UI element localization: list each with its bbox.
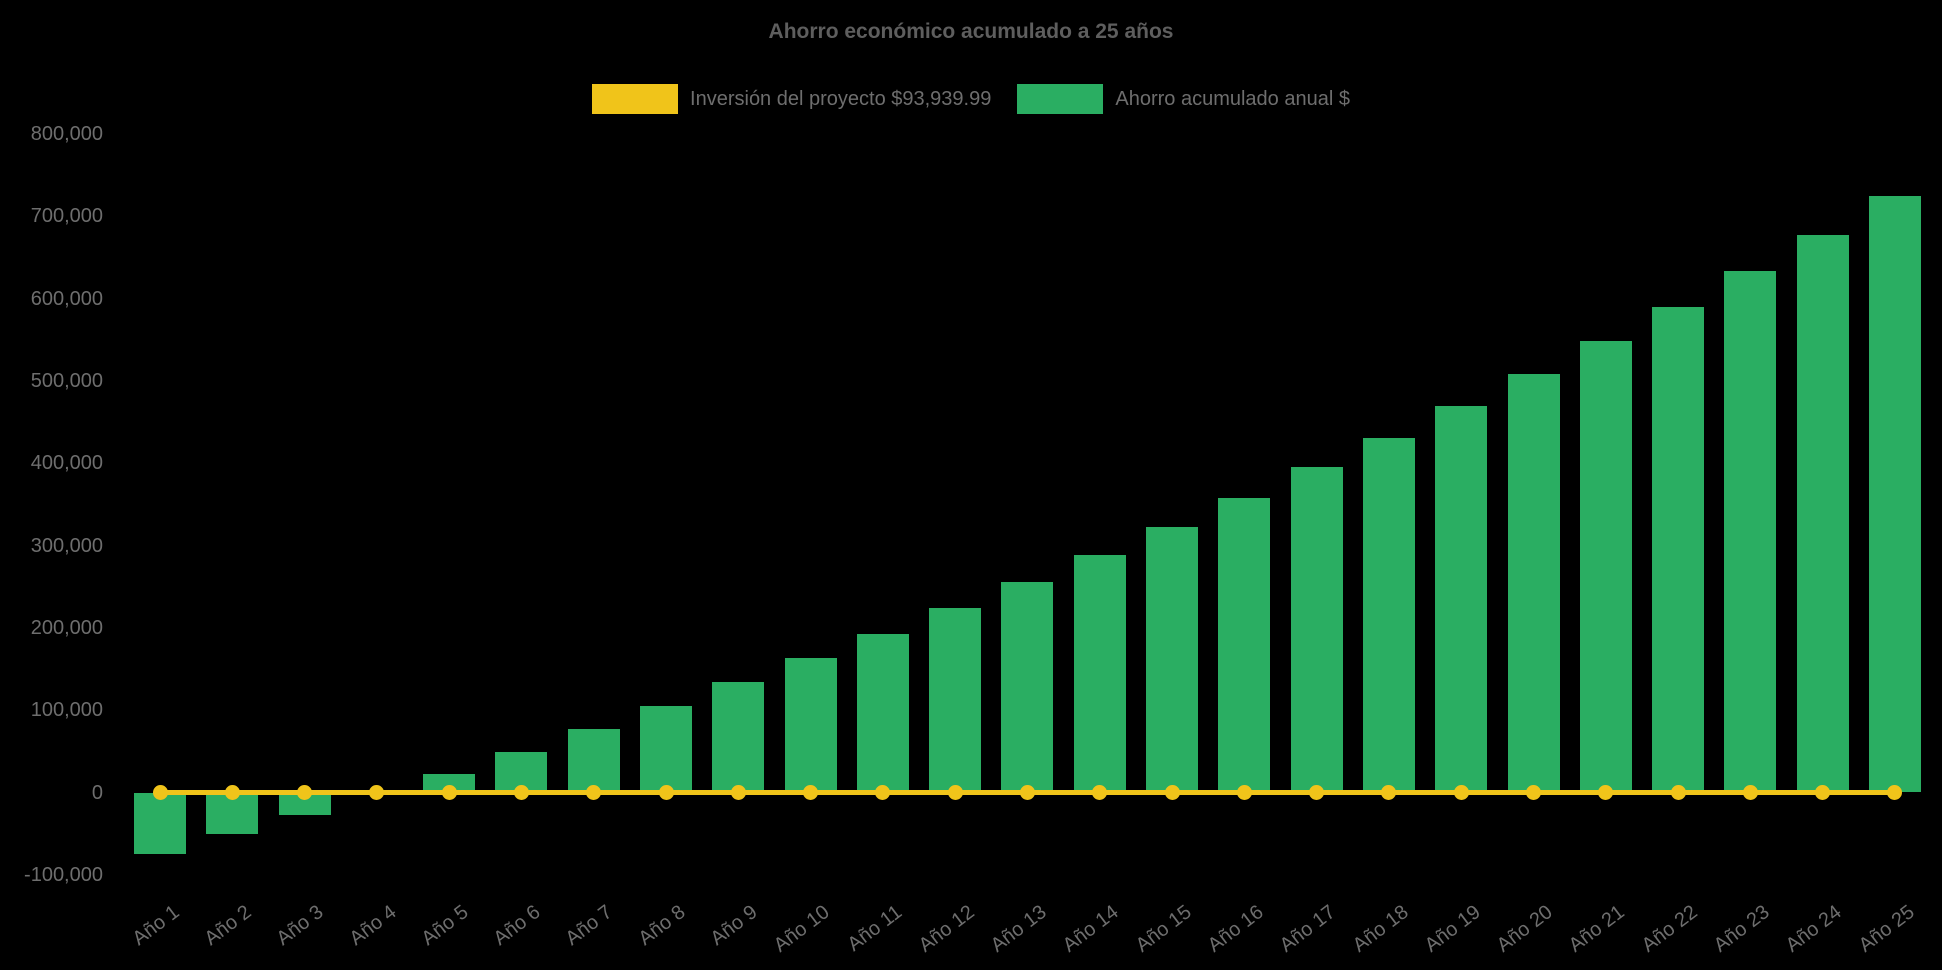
x-axis-tick-label: Año 6 <box>489 901 545 951</box>
investment-line-dot <box>1742 785 1758 800</box>
x-axis-tick-label: Año 9 <box>706 901 762 951</box>
investment-line-swatch <box>592 84 679 114</box>
y-axis-tick-label: 100,000 <box>30 699 103 722</box>
investment-line-dot <box>441 785 457 800</box>
chart-title: Ahorro económico acumulado a 25 años <box>768 20 1174 43</box>
savings-bar <box>1362 437 1415 793</box>
investment-line-dot <box>586 785 602 800</box>
investment-line-dot <box>1887 785 1903 800</box>
savings-bar <box>1796 234 1849 793</box>
y-axis-tick-label: 200,000 <box>30 616 103 639</box>
savings-bar <box>712 682 765 793</box>
investment-line-dot <box>1309 785 1325 800</box>
savings-bar <box>1146 526 1199 793</box>
x-axis-tick-label: Año 15 <box>1131 901 1196 957</box>
investment-line-dot <box>875 785 891 800</box>
savings-bar <box>784 658 837 793</box>
x-axis-tick-label: Año 21 <box>1565 901 1630 957</box>
investment-line-dot <box>1670 785 1686 800</box>
savings-bar <box>1290 467 1343 793</box>
x-axis-tick-label: Año 24 <box>1782 901 1846 957</box>
investment-line-dot <box>1815 785 1831 800</box>
investment-line-dot <box>297 785 313 800</box>
x-axis-tick-label: Año 12 <box>914 901 979 957</box>
chart-legend: Inversión del proyecto $93,939.99 Ahorro… <box>0 84 1942 114</box>
savings-bar <box>134 792 186 855</box>
legend-item-savings: Ahorro acumulado anual $ <box>1017 84 1350 114</box>
y-axis-tick-label: 400,000 <box>30 452 103 475</box>
savings-bar <box>1868 195 1921 793</box>
x-axis-tick-label: Año 20 <box>1492 901 1557 957</box>
x-axis-tick-label: Año 4 <box>345 901 401 951</box>
savings-bar <box>278 792 331 815</box>
x-axis-tick-label: Año 11 <box>843 901 907 956</box>
savings-bar <box>1724 270 1777 793</box>
x-axis-tick-label: Año 19 <box>1420 901 1485 957</box>
y-axis-tick-label: 600,000 <box>30 287 103 310</box>
investment-line-dot <box>730 785 746 800</box>
x-axis-tick-label: Año 3 <box>272 901 328 951</box>
savings-bar <box>856 633 909 793</box>
y-axis-tick-label: 700,000 <box>30 205 103 228</box>
x-axis-tick-label: Año 7 <box>562 901 617 951</box>
x-axis-tick-label: Año 17 <box>1276 901 1340 957</box>
x-axis-tick-label: Año 16 <box>1203 901 1268 957</box>
x-axis-tick-label: Año 23 <box>1709 901 1774 957</box>
legend-label-savings: Ahorro acumulado anual $ <box>1115 87 1350 110</box>
x-axis-tick-label: Año 1 <box>128 901 184 951</box>
savings-bar <box>640 706 693 793</box>
investment-line-dot <box>1453 785 1469 800</box>
savings-bar <box>1652 306 1705 793</box>
savings-bar <box>1579 340 1632 793</box>
x-axis-tick-label: Año 13 <box>986 901 1051 957</box>
investment-line-dot <box>1381 785 1397 800</box>
savings-bar <box>567 729 620 793</box>
investment-line-dot <box>658 785 674 800</box>
investment-line-dot <box>369 785 385 800</box>
legend-item-investment: Inversión del proyecto $93,939.99 <box>592 84 991 114</box>
x-axis-tick-label: Año 2 <box>200 901 256 951</box>
savings-bar <box>1218 497 1271 793</box>
investment-line-dot <box>803 785 819 800</box>
investment-line-dot <box>1092 785 1108 800</box>
investment-line-dot <box>1164 785 1180 800</box>
savings-bar <box>1001 581 1054 793</box>
x-axis-tick-label: Año 14 <box>1059 901 1124 957</box>
savings-bar <box>423 773 476 793</box>
investment-line-dot <box>1236 785 1252 800</box>
x-axis-tick-label: Año 5 <box>417 901 473 951</box>
investment-line-dot <box>152 785 168 800</box>
x-axis-tick-label: Año 10 <box>769 901 834 957</box>
investment-line-dot <box>513 785 529 800</box>
x-axis-tick-label: Año 22 <box>1637 901 1702 957</box>
investment-line-dot <box>224 785 240 800</box>
investment-line-dot <box>1019 785 1035 800</box>
x-axis-tick-label: Año 8 <box>634 901 690 951</box>
legend-label-investment: Inversión del proyecto $93,939.99 <box>690 87 992 110</box>
y-axis-tick-label: -100,000 <box>24 863 103 886</box>
investment-line-dot <box>947 785 963 800</box>
investment-line-dot <box>1526 785 1541 800</box>
savings-bar <box>929 608 982 793</box>
y-axis-tick-label: 800,000 <box>30 123 103 146</box>
y-axis-tick-label: 0 <box>91 781 103 804</box>
x-axis-tick-label: Año 25 <box>1854 901 1919 957</box>
savings-bar <box>1435 405 1488 793</box>
y-axis-tick-label: 500,000 <box>30 370 103 392</box>
x-axis-tick-label: Año 18 <box>1348 901 1413 957</box>
savings-bar <box>1073 554 1126 793</box>
savings-bar <box>1507 373 1560 793</box>
savings-bar-swatch <box>1017 84 1104 114</box>
y-axis-tick-label: 300,000 <box>30 534 103 557</box>
investment-line-dot <box>1598 785 1614 800</box>
